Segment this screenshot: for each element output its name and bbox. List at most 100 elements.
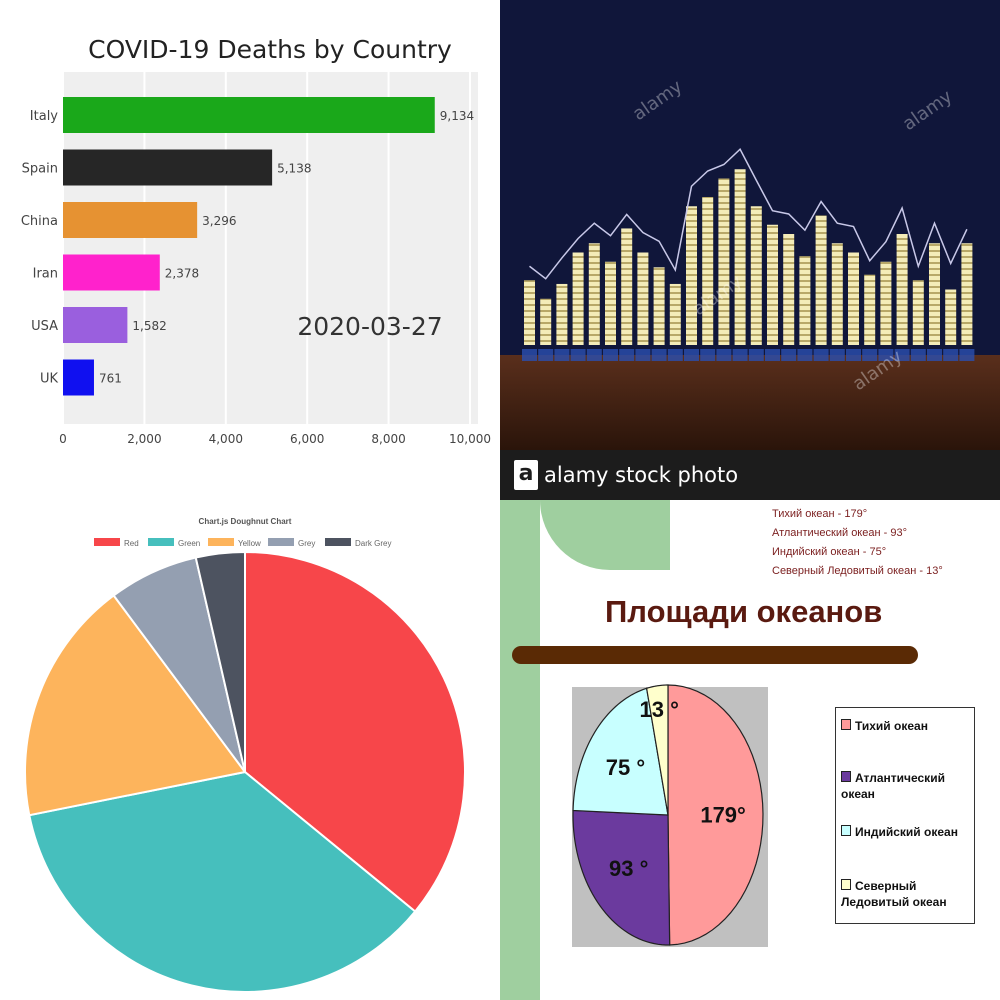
value-label: 9,134	[440, 109, 474, 123]
bar	[63, 307, 128, 343]
stock-bar-shadow	[781, 349, 797, 361]
stock-bar	[540, 298, 552, 345]
stock-bar-shadow	[635, 349, 651, 361]
legend-item: Атлантический океан	[841, 770, 945, 802]
pie-slice	[572, 687, 669, 816]
legend-label: Grey	[298, 539, 315, 548]
legend-label: Green	[178, 539, 200, 548]
legend-item: Северный Ледовитый океан	[841, 878, 947, 910]
stock-footer-text: alamy stock photo	[544, 463, 739, 487]
stock-bar-shadow	[684, 349, 699, 361]
stock-bar-shadow	[894, 349, 910, 361]
stock-bar-shadow	[522, 349, 537, 361]
stock-bar	[929, 243, 940, 345]
stock-bar-shadow	[765, 349, 780, 361]
stock-bar-shadow	[846, 349, 861, 361]
legend-swatch	[148, 538, 174, 546]
chartjs-pie-chart: Chart.js Doughnut Chart Red Green Yellow Gr…	[24, 517, 466, 993]
legend-swatch	[268, 538, 294, 546]
stock-bar	[686, 206, 697, 345]
legend-label: Атлантический	[855, 771, 945, 785]
legend-label: Red	[124, 539, 139, 548]
covid-bar-chart: COVID-19 Deaths by Country Italy 9,134 Spa…	[21, 35, 491, 446]
stock-bar	[572, 252, 584, 345]
stock-bar	[961, 243, 973, 345]
stock-bar	[783, 234, 795, 345]
stock-bar-shadow	[554, 349, 570, 361]
ocean-pie-chart: 179° 93 ° 75 ° 13 °	[572, 684, 764, 946]
legend-item: Индийский океан	[841, 824, 958, 840]
stock-bar-shadow	[943, 349, 959, 361]
category-label: USA	[31, 319, 58, 334]
stock-bar-shadow	[829, 349, 845, 361]
stock-bar-shadow	[748, 349, 764, 361]
category-label: Italy	[30, 109, 59, 124]
slice-value-label: 93 °	[609, 856, 648, 881]
pie-slices	[24, 550, 466, 993]
stock-footer	[500, 450, 1000, 500]
legend-label: Тихий океан	[855, 719, 928, 733]
slice-value-label: 179°	[700, 802, 746, 827]
pie-slice	[572, 809, 671, 946]
stock-bar	[815, 215, 827, 345]
chart-title: COVID-19 Deaths by Country	[88, 35, 452, 64]
x-axis-ticks: 0 2,000 4,000 6,000 8,000 10,000	[59, 432, 491, 446]
stock-bar-shadow	[878, 349, 894, 361]
stock-bar	[864, 274, 876, 345]
stock-bar	[621, 228, 633, 345]
ocean-pie-panel: Тихий океан - 179° Атлантический океан -…	[500, 500, 1000, 1000]
stock-bar	[588, 243, 600, 345]
stock-bar-shadow	[716, 349, 732, 361]
stock-bar-shadow	[619, 349, 635, 361]
stock-bar	[896, 234, 908, 345]
slice-value-label: 13 °	[639, 697, 678, 722]
stock-bar-shadow	[667, 349, 683, 361]
stock-bar	[637, 252, 649, 345]
x-tick-label: 0	[59, 432, 67, 446]
chart-legend: Red Green Yellow Grey Dark Grey	[94, 538, 391, 548]
stock-bar	[524, 280, 535, 345]
info-line: Индийский океан - 75°	[772, 546, 887, 558]
stock-bar-shadow	[862, 349, 878, 361]
value-label: 1,582	[132, 319, 166, 333]
stock-bar	[605, 261, 616, 345]
alamy-logo-icon: a	[514, 460, 538, 490]
pie-slice	[645, 684, 669, 816]
x-tick-label: 4,000	[209, 432, 243, 446]
bar	[63, 149, 273, 186]
stock-bar	[669, 283, 681, 345]
chart-title: Площади океанов	[605, 594, 883, 629]
legend-label: Yellow	[238, 539, 261, 548]
stock-bar-shadow	[538, 349, 554, 361]
legend-label: Индийский океан	[855, 825, 958, 839]
pie-slice	[28, 770, 417, 993]
value-label: 3,296	[202, 214, 236, 228]
value-label: 5,138	[277, 162, 311, 176]
stock-bar	[799, 256, 811, 345]
chart-legend: Тихий океан Атлантический океан Индийски…	[835, 707, 975, 924]
decor-left-band	[500, 500, 540, 1000]
pie-slice	[244, 550, 466, 913]
stock-bar-shadow	[570, 349, 586, 361]
x-tick-label: 8,000	[371, 432, 405, 446]
slice-labels: 179° 93 ° 75 ° 13 °	[606, 697, 746, 881]
stock-bar-shadow	[603, 349, 618, 361]
slice-value-label: 75 °	[606, 755, 645, 780]
stock-bar	[653, 267, 665, 345]
stock-bar-shadow	[813, 349, 829, 361]
category-label: China	[21, 214, 58, 229]
stock-bars	[522, 169, 975, 361]
chart-title: Chart.js Doughnut Chart	[199, 517, 292, 526]
legend-swatch	[841, 825, 851, 836]
info-line: Северный Ледовитый океан - 13°	[772, 565, 943, 577]
stock-bar	[702, 197, 714, 345]
stock-bar	[718, 178, 730, 345]
chartjs-pie-panel: Chart.js Doughnut Chart Red Green Yellow Gr…	[0, 500, 500, 1000]
stock-bar-shadow	[732, 349, 748, 361]
legend-swatch	[841, 719, 851, 730]
x-tick-label: 10,000	[449, 432, 491, 446]
stock-bar	[945, 289, 957, 345]
category-label: Iran	[33, 267, 58, 282]
bar	[63, 359, 94, 396]
bar	[63, 202, 198, 238]
